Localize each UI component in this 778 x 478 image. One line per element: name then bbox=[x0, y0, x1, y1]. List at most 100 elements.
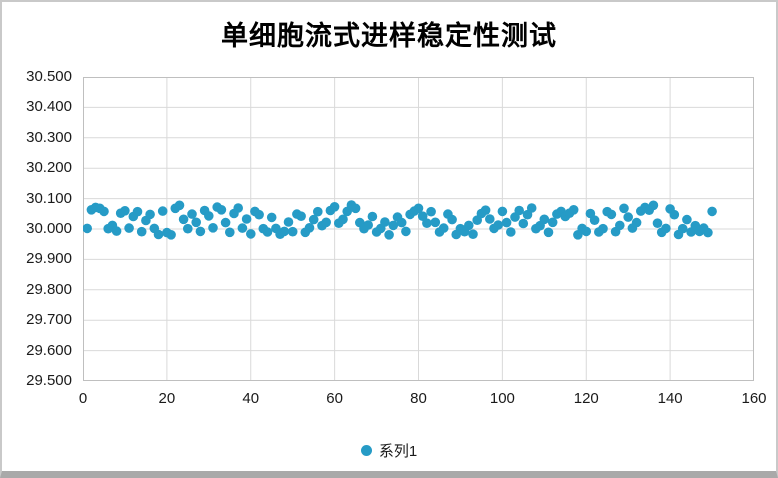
data-point[interactable] bbox=[208, 223, 218, 233]
data-point[interactable] bbox=[547, 217, 558, 228]
x-tick-label: 80 bbox=[410, 390, 427, 407]
data-point[interactable] bbox=[166, 230, 176, 240]
data-point[interactable] bbox=[262, 227, 273, 237]
data-point[interactable] bbox=[464, 220, 474, 231]
data-point[interactable] bbox=[120, 206, 130, 216]
data-point[interactable] bbox=[677, 223, 688, 234]
data-point[interactable] bbox=[568, 205, 579, 215]
data-point[interactable] bbox=[422, 218, 432, 228]
data-point[interactable] bbox=[468, 229, 478, 239]
data-point[interactable] bbox=[619, 203, 629, 214]
data-point[interactable] bbox=[606, 209, 617, 220]
data-point[interactable] bbox=[178, 214, 189, 225]
data-point[interactable] bbox=[526, 203, 537, 213]
x-tick-label: 160 bbox=[741, 390, 767, 407]
data-point[interactable] bbox=[350, 203, 361, 214]
data-point[interactable] bbox=[296, 211, 306, 221]
data-point[interactable] bbox=[153, 229, 164, 240]
data-point[interactable] bbox=[497, 206, 508, 217]
data-point[interactable] bbox=[388, 220, 399, 231]
data-point[interactable] bbox=[283, 217, 294, 227]
y-tick-label: 30.200 bbox=[26, 159, 72, 177]
data-point[interactable] bbox=[480, 205, 491, 215]
x-tick-label: 40 bbox=[242, 390, 260, 407]
data-point[interactable] bbox=[438, 223, 449, 233]
data-point[interactable] bbox=[623, 212, 633, 222]
data-point[interactable] bbox=[413, 203, 424, 214]
data-point[interactable] bbox=[426, 206, 436, 217]
data-point[interactable] bbox=[401, 226, 411, 237]
data-point[interactable] bbox=[308, 214, 319, 225]
data-point[interactable] bbox=[287, 226, 298, 237]
data-point[interactable] bbox=[615, 220, 625, 231]
data-point[interactable] bbox=[539, 214, 550, 225]
x-tick-label: 20 bbox=[158, 390, 176, 407]
data-point[interactable] bbox=[157, 206, 168, 216]
data-point[interactable] bbox=[241, 214, 252, 224]
data-point[interactable] bbox=[380, 217, 390, 227]
data-point[interactable] bbox=[124, 223, 134, 233]
legend: 系列1 bbox=[2, 440, 776, 461]
data-point[interactable] bbox=[145, 209, 155, 220]
data-point[interactable] bbox=[246, 229, 256, 239]
data-point[interactable] bbox=[321, 217, 331, 228]
data-point[interactable] bbox=[707, 206, 717, 217]
data-point[interactable] bbox=[174, 200, 185, 211]
data-point[interactable] bbox=[254, 209, 264, 220]
y-tick-label: 29.500 bbox=[26, 372, 72, 389]
data-point[interactable] bbox=[329, 202, 340, 212]
data-point[interactable] bbox=[703, 227, 713, 238]
data-point[interactable] bbox=[220, 217, 231, 228]
data-point[interactable] bbox=[648, 200, 659, 211]
data-point[interactable] bbox=[447, 214, 457, 225]
data-point[interactable] bbox=[266, 212, 277, 223]
data-point[interactable] bbox=[136, 226, 147, 237]
data-point[interactable] bbox=[338, 214, 348, 225]
data-point[interactable] bbox=[514, 205, 524, 216]
data-point[interactable] bbox=[501, 217, 512, 228]
data-point[interactable] bbox=[111, 226, 122, 236]
data-point[interactable] bbox=[204, 211, 214, 221]
data-point[interactable] bbox=[417, 211, 428, 221]
data-point[interactable] bbox=[216, 205, 227, 215]
data-point[interactable] bbox=[518, 218, 529, 229]
data-point[interactable] bbox=[195, 226, 206, 237]
data-point[interactable] bbox=[279, 226, 290, 237]
data-point[interactable] bbox=[367, 211, 378, 222]
data-point[interactable] bbox=[233, 203, 243, 213]
data-point[interactable] bbox=[132, 206, 143, 217]
y-tick-label: 29.900 bbox=[26, 250, 72, 268]
data-point[interactable] bbox=[669, 209, 680, 220]
data-point[interactable] bbox=[485, 214, 495, 224]
data-point[interactable] bbox=[83, 223, 92, 234]
x-tick-label: 0 bbox=[78, 390, 88, 407]
data-point[interactable] bbox=[506, 227, 516, 237]
data-point[interactable] bbox=[396, 217, 407, 228]
data-point[interactable] bbox=[589, 215, 600, 225]
data-point[interactable] bbox=[661, 223, 671, 234]
y-tick-label: 30.000 bbox=[26, 220, 72, 237]
data-point[interactable] bbox=[631, 217, 642, 228]
data-point[interactable] bbox=[493, 220, 504, 230]
data-point[interactable] bbox=[187, 209, 197, 219]
data-point[interactable] bbox=[191, 217, 201, 228]
data-point[interactable] bbox=[237, 223, 248, 233]
data-point[interactable] bbox=[430, 217, 441, 228]
data-point[interactable] bbox=[581, 226, 592, 237]
data-point[interactable] bbox=[363, 220, 374, 230]
series-marker-icon bbox=[360, 445, 372, 456]
data-point[interactable] bbox=[313, 206, 323, 217]
data-point[interactable] bbox=[183, 223, 193, 234]
y-tick-label: 29.600 bbox=[26, 341, 72, 359]
data-point[interactable] bbox=[384, 230, 394, 240]
data-point[interactable] bbox=[543, 227, 554, 238]
x-tick-label: 60 bbox=[326, 390, 343, 407]
data-point[interactable] bbox=[99, 206, 109, 217]
data-point[interactable] bbox=[598, 223, 608, 234]
data-point[interactable] bbox=[225, 227, 235, 238]
data-point[interactable] bbox=[652, 218, 663, 228]
y-tick-label: 29.800 bbox=[26, 280, 72, 298]
data-point[interactable] bbox=[682, 214, 692, 225]
data-point[interactable] bbox=[304, 223, 315, 233]
